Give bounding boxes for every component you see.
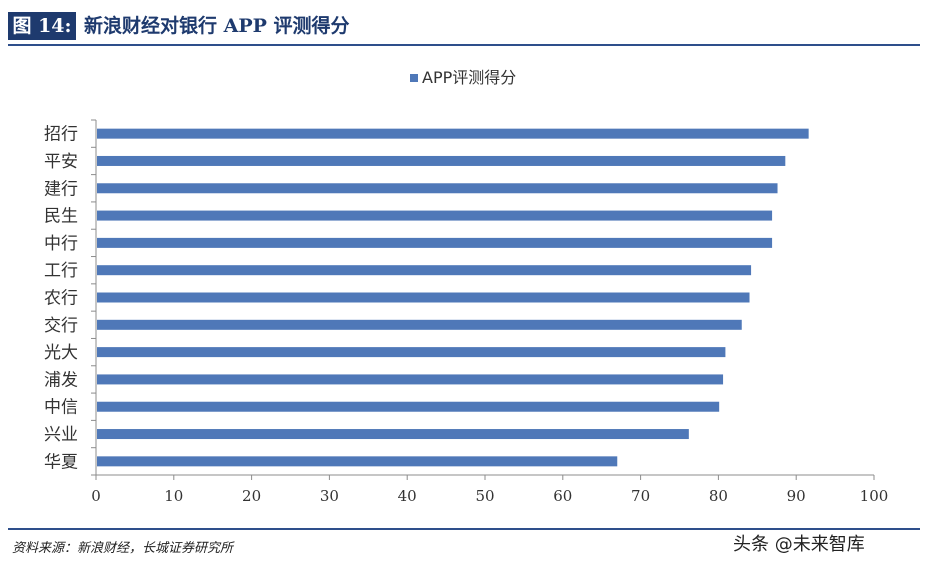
category-label: 民生 — [44, 207, 78, 227]
category-label: 农行 — [44, 289, 78, 309]
bar — [97, 292, 750, 303]
x-tick-label: 100 — [860, 487, 889, 505]
category-label: 招行 — [44, 125, 78, 145]
x-tick-label: 20 — [242, 487, 261, 505]
category-label: 工行 — [44, 261, 78, 281]
bar — [97, 155, 786, 166]
bar — [97, 210, 773, 221]
bar — [97, 319, 742, 330]
x-tick-label: 10 — [164, 487, 183, 505]
bar — [97, 347, 726, 358]
legend: APP评测得分 — [410, 68, 516, 87]
x-tick-label: 60 — [553, 487, 572, 505]
legend-label: APP评测得分 — [422, 68, 516, 87]
x-tick-label: 40 — [398, 487, 417, 505]
bar — [97, 183, 778, 194]
x-tick-label: 70 — [631, 487, 650, 505]
figure-header: 图 14: 新浪财经对银行 APP 评测得分 — [0, 10, 926, 44]
figure-number: 图 14: — [8, 12, 76, 40]
plot-area: 0 10 20 30 40 50 60 70 80 90 100 招行平安建行民生中行工行农行交行光大… — [44, 119, 889, 505]
category-label: 中行 — [44, 234, 78, 254]
legend-swatch — [410, 74, 418, 82]
x-tick-label: 30 — [320, 487, 339, 505]
category-label: 建行 — [44, 179, 78, 199]
x-tick-label: 50 — [475, 487, 494, 505]
bar — [97, 456, 618, 467]
source-note: 资料来源：新浪财经，长城证券研究所 — [12, 541, 234, 556]
category-label: 交行 — [44, 316, 78, 336]
category-label: 兴业 — [44, 425, 78, 445]
footer-rule — [8, 528, 920, 530]
category-label: 光大 — [44, 343, 78, 363]
bar — [97, 237, 773, 248]
bar — [97, 401, 720, 412]
x-tick-label: 80 — [709, 487, 728, 505]
bar — [97, 374, 724, 385]
category-label: 中信 — [44, 398, 78, 418]
x-tick-label: 90 — [787, 487, 806, 505]
header-rule — [8, 44, 920, 46]
bar — [97, 265, 752, 276]
category-label: 浦发 — [44, 370, 78, 390]
bar — [97, 429, 689, 440]
x-tick-label: 0 — [91, 487, 101, 505]
category-label: 平安 — [44, 152, 78, 172]
bar — [97, 128, 809, 139]
watermark: 头条 @未来智库 — [733, 534, 865, 555]
category-label: 华夏 — [44, 452, 78, 472]
figure-title: 新浪财经对银行 APP 评测得分 — [84, 15, 350, 37]
